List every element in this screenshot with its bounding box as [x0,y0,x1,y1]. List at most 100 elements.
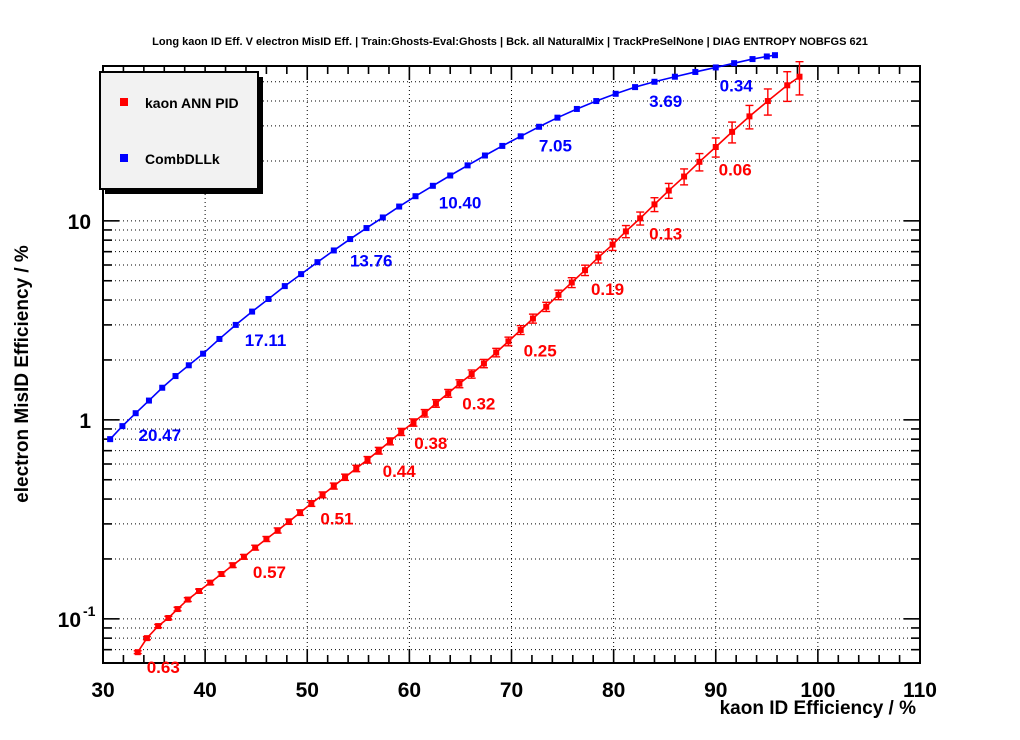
data-point-marker [681,173,688,180]
legend-box [99,71,259,190]
data-point-marker [143,635,150,642]
data-point-label: 0.44 [383,462,417,481]
data-point-marker [185,362,192,369]
data-point-marker [319,491,326,498]
data-point-label: 17.11 [245,331,287,350]
x-tick-label: 40 [193,679,216,702]
data-point-marker [665,187,672,194]
data-series-layer [107,52,804,656]
svg-text:1: 1 [79,410,91,433]
data-point-label: 0.51 [320,509,353,528]
data-point-marker [119,423,126,430]
data-point-marker [771,52,778,59]
data-point-marker [375,447,382,454]
x-tick-label: 30 [91,679,114,702]
data-point-marker [731,60,738,67]
data-point-marker [432,400,439,407]
data-point-marker [353,465,360,472]
data-point-marker [252,544,259,551]
x-tick-label: 70 [500,679,523,702]
legend[interactable]: kaon ANN PID CombDLLk [99,71,263,194]
data-point-marker [410,419,417,426]
data-point-marker [468,370,475,377]
page-title: Long kaon ID Eff. V electron MisID Eff. … [152,36,868,48]
x-tick-label: 90 [704,679,727,702]
data-point-marker [421,410,428,417]
data-point-marker [505,338,512,345]
data-point-marker [297,509,304,516]
data-point-marker [240,553,247,560]
data-point-marker [609,241,616,248]
data-point-marker [456,380,463,387]
data-point-marker [493,349,500,356]
series-kaon-ann-pid [133,60,804,656]
plot-frame [102,65,921,664]
data-point-label: 7.05 [539,136,572,155]
data-point-marker [429,182,436,189]
data-point-marker [554,114,561,121]
grid-lines [103,66,920,663]
data-point-marker [145,397,152,404]
data-point-marker [517,326,524,333]
data-point-marker [632,84,639,91]
y-tick-label: 10 [68,211,91,234]
data-point-labels: 0.63 0.57 0.51 0.44 0.38 0.32 0.25 0.19 0.13 0.06… [139,76,754,677]
series-combdllk [107,52,778,443]
data-point-marker [285,518,292,525]
data-point-marker [308,500,315,507]
data-point-marker [517,133,524,140]
data-point-marker [386,438,393,445]
x-axis-title: kaon ID Efficiency / % [720,698,916,719]
svg-text:10: 10 [68,211,91,234]
data-point-label: 20.47 [139,426,182,445]
data-point-marker [671,73,678,80]
data-point-marker [218,571,225,578]
svg-text:-1: -1 [83,603,96,619]
legend-marker-kaon-ann-pid [120,98,128,106]
data-point-marker [132,410,139,417]
data-point-marker [330,247,337,254]
data-point-marker [555,291,562,298]
data-point-marker [692,68,699,75]
data-point-marker [298,271,305,278]
axis-ticks [102,65,921,664]
data-point-marker [363,225,370,232]
y-tick-labels: 10 1 10 -1 [58,211,96,632]
data-point-marker [174,606,181,613]
data-point-label: 0.32 [462,394,495,413]
data-point-marker [582,267,589,274]
data-point-marker [749,56,756,63]
y-tick-label: 10 -1 [58,603,96,632]
data-point-marker [499,142,506,149]
data-point-marker [481,152,488,159]
data-point-label: 0.19 [591,280,624,299]
data-point-marker [529,315,536,322]
data-point-marker [651,78,658,85]
data-point-marker [159,384,166,391]
x-tick-label: 110 [903,679,937,702]
data-point-marker [568,279,575,286]
data-point-label: 0.25 [524,342,557,361]
data-point-marker [784,82,791,89]
legend-marker-combdllk [120,154,128,162]
data-point-marker [622,228,629,235]
data-point-label: 0.38 [414,434,447,453]
data-point-marker [347,236,354,243]
legend-label-combdllk[interactable]: CombDLLk [145,151,220,167]
data-point-marker [165,614,172,621]
data-point-marker [207,579,214,586]
data-point-label: 0.63 [147,658,180,677]
x-tick-label: 100 [800,679,835,702]
legend-label-kaon-ann-pid[interactable]: kaon ANN PID [145,95,239,111]
data-point-marker [398,428,405,435]
data-point-label: 0.34 [720,76,754,95]
data-point-label: 3.69 [649,92,682,111]
y-tick-label: 1 [79,410,91,433]
data-point-marker [274,527,281,534]
data-point-marker [536,123,543,130]
data-point-marker [184,596,191,603]
data-point-marker [263,535,270,542]
data-point-marker [265,295,272,302]
data-point-marker [637,215,644,222]
